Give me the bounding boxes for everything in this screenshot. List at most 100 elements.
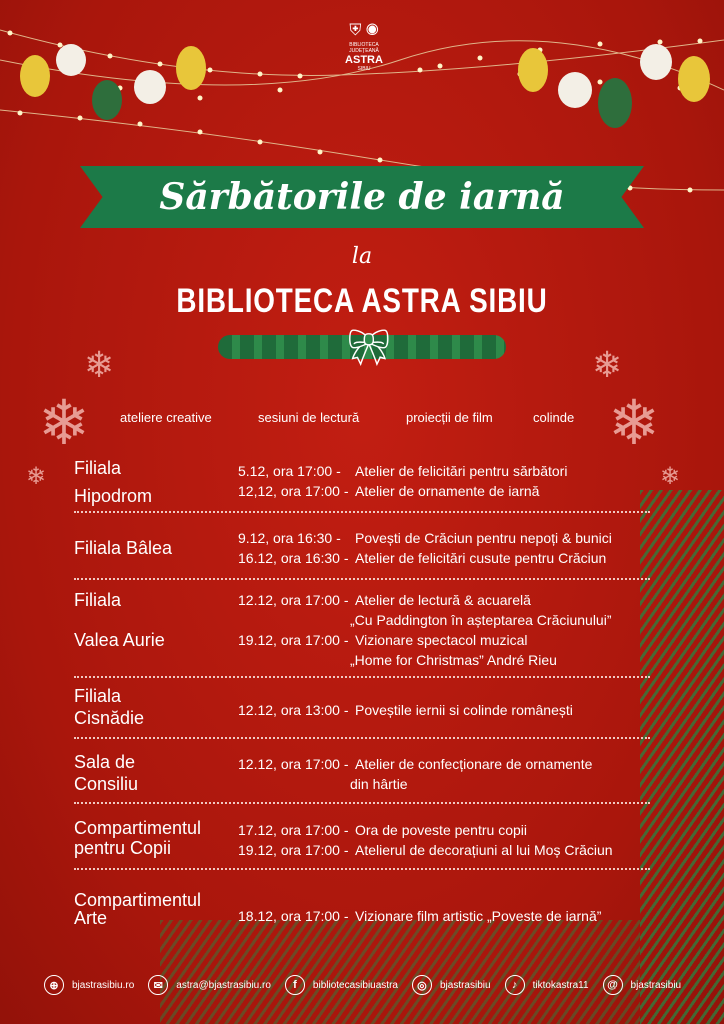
light-bulb: [137, 121, 143, 127]
mail-icon[interactable]: ✉: [148, 975, 169, 995]
event-title: Atelier de ornamente de iarnă: [355, 483, 540, 499]
snowflake-icon: ❄: [592, 344, 623, 385]
light-bulb: [197, 95, 203, 101]
light-bulb: [597, 79, 603, 85]
event-title: Ora de poveste pentru copii: [355, 822, 527, 838]
contact-link[interactable]: tiktokastra11: [532, 979, 589, 991]
event-title: Atelierul de decorațiuni al lui Moș Crăc…: [355, 842, 613, 858]
light-bulb: [17, 110, 23, 116]
light-bulb: [207, 67, 213, 73]
contact-link[interactable]: astra@bjastrasibiu.ro: [176, 979, 271, 991]
venue-name: Filiala: [74, 590, 122, 610]
title-banner: [80, 166, 644, 228]
event-title: Atelier de felicitări pentru sărbători: [355, 463, 568, 479]
light-bulb: [7, 30, 13, 36]
event-title: „Home for Christmas” André Rieu: [350, 652, 557, 668]
snowflake-icon: ❄: [26, 463, 47, 490]
light-bulb: [297, 73, 303, 79]
contact-link[interactable]: bjastrasibiu: [439, 979, 491, 991]
divider: [74, 676, 650, 678]
venue-name: Compartimentul: [74, 818, 202, 838]
ornament-icon: [92, 80, 122, 120]
venue-name: Consiliu: [74, 774, 139, 794]
event-title: Atelier de lectură & acuarelă: [355, 592, 531, 608]
snowflake-icon: ❄: [608, 389, 660, 458]
divider: [74, 511, 650, 513]
event-title: „Cu Paddington în așteptarea Crăciunului…: [350, 612, 612, 628]
light-bulb: [107, 53, 113, 59]
ornament-icon: [134, 70, 166, 104]
facebook-icon[interactable]: f: [284, 975, 305, 995]
event-time: 19.12, ora 17:00 -: [238, 842, 349, 858]
event-time: 12.12, ora 13:00 -: [238, 702, 349, 718]
category-label: ateliere creative: [120, 410, 212, 425]
light-bulb: [477, 55, 483, 61]
page-title: Sărbătorile de iarnă: [159, 176, 565, 218]
venue-name: Sala de: [74, 752, 136, 772]
light-bulb: [417, 67, 423, 73]
garland-decoration: [218, 335, 506, 359]
divider: [74, 578, 650, 580]
event-title: Vizionare film artistic „Poveste de iarn…: [355, 908, 602, 924]
contact-link[interactable]: bjastrasibiu: [630, 979, 682, 991]
footer-contacts: ⊕ bjastrasibiu.ro ✉ astra@bjastrasibiu.ro f b…: [44, 975, 687, 995]
event-title: din hârtie: [350, 776, 408, 792]
light-bulb: [197, 129, 203, 135]
library-logo: ⛨ ◉ BIBLIOTECA JUDEȚEANĂ ASTRA SIBIU: [345, 22, 383, 72]
light-bulb: [597, 41, 603, 47]
event-title: Vizionare spectacol muzical: [355, 632, 528, 648]
venue-name: Cisnădie: [74, 708, 145, 728]
event-title: Atelier de confecționare de ornamente: [355, 756, 593, 772]
light-bulb: [687, 187, 693, 193]
divider: [74, 802, 650, 804]
light-bulb: [277, 87, 283, 93]
light-bulb: [437, 63, 443, 69]
ornament-icon: [56, 44, 86, 76]
divider: [74, 737, 650, 739]
divider: [74, 868, 650, 870]
globe-icon[interactable]: ⊕: [44, 975, 64, 995]
event-time: 17.12, ora 17:00 -: [238, 822, 349, 838]
ornament-icon: [558, 72, 592, 108]
snowflake-icon: ❄: [660, 463, 681, 490]
instagram-icon[interactable]: ◎: [411, 975, 432, 995]
ornament-icon: [176, 46, 206, 90]
category-label: sesiuni de lectură: [258, 410, 360, 425]
light-bulb: [77, 115, 83, 121]
title-connector: la: [351, 244, 373, 269]
venue-name: Filiala: [74, 458, 122, 478]
venue-name: Valea Aurie: [74, 630, 165, 650]
event-title: Atelier de felicitări cusute pentru Crăc…: [355, 550, 607, 566]
light-bulb: [257, 139, 263, 145]
venue-name: Compartimentul: [74, 890, 202, 910]
venue-name: pentru Copii: [74, 838, 172, 858]
event-time: 16.12, ora 16:30 -: [238, 550, 349, 566]
tiktok-icon[interactable]: ♪: [504, 975, 525, 995]
event-time: 12.12, ora 17:00 -: [238, 756, 349, 772]
contact-link[interactable]: bjastrasibiu.ro: [72, 979, 135, 991]
bow-icon: 🎀︎: [346, 327, 392, 368]
pine-branch-decoration: [640, 490, 724, 1024]
event-time: 18.12, ora 17:00 -: [238, 908, 349, 924]
event-time: 5.12, ora 17:00 -: [238, 463, 341, 479]
ornament-icon: [678, 56, 710, 102]
light-bulb: [657, 39, 663, 45]
light-bulb: [377, 157, 383, 163]
contact-link[interactable]: bibliotecasibiuastra: [312, 979, 398, 991]
threads-icon[interactable]: @: [602, 975, 623, 995]
venue-name: Filiala Bâlea: [74, 538, 173, 558]
light-bulb: [697, 38, 703, 44]
ornament-icon: [20, 55, 50, 97]
category-label: colinde: [533, 410, 575, 425]
pine-branch-decoration: [160, 920, 640, 1024]
ornament-icon: [598, 78, 632, 128]
event-time: 12.12, ora 17:00 -: [238, 592, 349, 608]
snowflake-icon: ❄: [38, 389, 90, 458]
event-title: Poveștile iernii si colinde românești: [355, 702, 573, 718]
light-bulb: [257, 71, 263, 77]
venue-name: Arte: [74, 908, 108, 928]
event-time: 19.12, ora 17:00 -: [238, 632, 349, 648]
event-time: 12,12, ora 17:00 -: [238, 483, 349, 499]
light-bulb: [317, 149, 323, 155]
venue-name: Filiala: [74, 686, 122, 706]
